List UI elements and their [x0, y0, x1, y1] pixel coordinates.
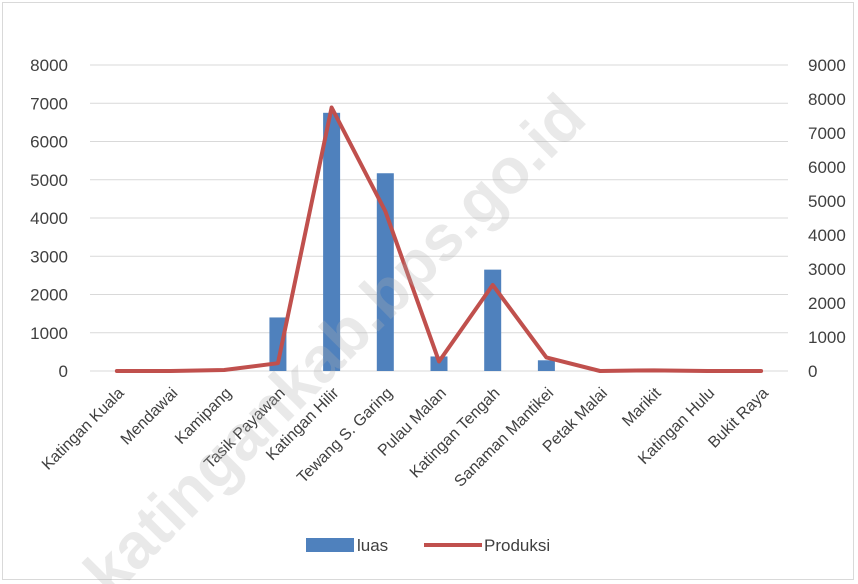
legend-luas-label: luas [357, 536, 388, 555]
left-tick-label: 7000 [30, 94, 68, 113]
left-axis-ticks: 0 1000 2000 3000 4000 5000 6000 7000 8000 [30, 56, 68, 381]
right-tick-label: 5000 [808, 192, 846, 211]
line-series-produksi [114, 105, 764, 373]
left-tick-label: 4000 [30, 209, 68, 228]
legend: luas Produksi [306, 536, 550, 555]
produksi-line [114, 105, 764, 373]
right-tick-label: 2000 [808, 294, 846, 313]
left-tick-label: 3000 [30, 247, 68, 266]
bar-4 [269, 317, 287, 371]
left-tick-label: 8000 [30, 56, 68, 75]
bar-5 [323, 112, 341, 371]
category-label: Sanaman Mantikei [451, 385, 557, 491]
left-tick-label: 6000 [30, 133, 68, 152]
right-tick-label: 6000 [808, 158, 846, 177]
right-tick-label: 7000 [808, 124, 846, 143]
right-tick-label: 9000 [808, 56, 846, 75]
bar-7 [430, 356, 448, 371]
category-label: Katingan Kuala [39, 385, 128, 474]
left-tick-label: 1000 [30, 324, 68, 343]
category-label: Marikit [619, 384, 665, 430]
legend-luas-swatch [306, 538, 354, 552]
right-tick-label: 1000 [808, 328, 846, 347]
left-tick-label: 2000 [30, 286, 68, 305]
right-axis-ticks: 0 1000 2000 3000 4000 5000 6000 7000 8000 9000 [808, 56, 846, 381]
bar-series-luas [215, 112, 555, 371]
right-tick-label: 8000 [808, 90, 846, 109]
left-tick-label: 0 [59, 362, 68, 381]
right-tick-label: 0 [808, 362, 817, 381]
right-tick-label: 4000 [808, 226, 846, 245]
legend-produksi-label: Produksi [484, 536, 550, 555]
category-label: Katingan Tengah [407, 385, 504, 482]
left-tick-label: 5000 [30, 171, 68, 190]
category-label: Mendawai [118, 385, 182, 449]
right-tick-label: 3000 [808, 260, 846, 279]
bar-8 [484, 269, 502, 371]
bar-9 [537, 360, 555, 371]
